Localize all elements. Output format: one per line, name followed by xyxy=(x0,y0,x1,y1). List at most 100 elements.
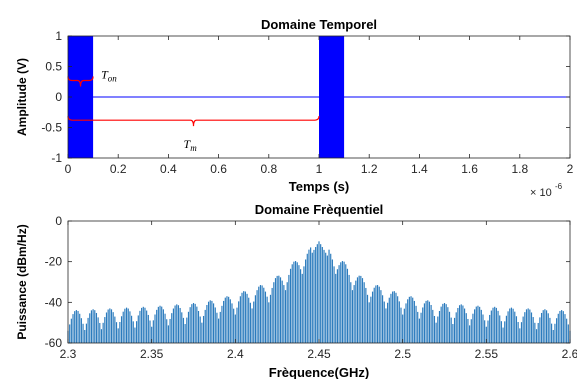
spectrum-line xyxy=(264,291,267,343)
time-y-tick-label: -1 xyxy=(51,151,62,165)
spectrum-line xyxy=(415,305,417,343)
annotation-label: Ton xyxy=(101,68,117,84)
time-domain-xlabel: Temps (s) xyxy=(289,179,349,194)
spectrum-line xyxy=(274,278,277,343)
spectrum-line xyxy=(450,317,452,343)
spectrum-line xyxy=(100,329,103,343)
spectrum-line xyxy=(310,247,312,343)
spectrum-line xyxy=(146,310,148,343)
spectrum-line xyxy=(350,282,352,343)
spectrum-line xyxy=(166,319,168,343)
spectrum-line xyxy=(164,313,166,343)
spectrum-line xyxy=(407,299,409,343)
spectrum-line xyxy=(375,285,377,343)
spectrum-line xyxy=(276,275,278,343)
spectrum-line xyxy=(453,317,456,343)
freq-y-tick-label: 0 xyxy=(55,214,62,228)
spectrum-line xyxy=(311,252,313,343)
time-y-tick-label: 0.5 xyxy=(45,60,62,74)
spectrum-line xyxy=(174,305,176,343)
spectrum-line xyxy=(184,324,186,343)
spectrum-line xyxy=(442,303,444,343)
spectrum-line xyxy=(286,282,288,343)
spectrum-line xyxy=(117,328,119,343)
spectrum-line xyxy=(479,306,481,343)
spectrum-line xyxy=(353,285,355,343)
spectrum-line xyxy=(400,307,402,343)
spectrum-line xyxy=(89,313,91,343)
spectrum-line xyxy=(263,287,265,343)
spectrum-line xyxy=(305,259,307,343)
spectrum-line xyxy=(475,306,477,343)
spectrum-line xyxy=(125,307,128,343)
spectrum-line xyxy=(206,304,208,343)
spectrum-line xyxy=(341,261,344,343)
freq-x-tick-label: 2.3 xyxy=(60,347,77,361)
spectrum-line xyxy=(105,312,108,343)
spectrum-line xyxy=(84,329,86,343)
spectrum-line xyxy=(204,309,206,343)
spectrum-line xyxy=(241,292,243,343)
spectrum-line xyxy=(529,309,531,343)
spectrum-line xyxy=(522,316,524,343)
spectrum-line xyxy=(383,301,385,343)
spectrum-line xyxy=(345,264,347,343)
spectrum-line xyxy=(385,308,387,343)
spectrum-line xyxy=(256,290,258,343)
spectrum-line xyxy=(413,300,415,343)
spectrum-line xyxy=(547,313,549,343)
spectrum-line xyxy=(186,317,188,343)
spectrum-line xyxy=(191,304,193,343)
spectrum-line xyxy=(169,318,171,343)
spectrum-line xyxy=(388,297,390,343)
spectrum-line xyxy=(171,313,173,343)
spectrum-line xyxy=(284,290,287,343)
spectrum-line xyxy=(120,316,123,343)
spectrum-line xyxy=(425,300,427,343)
spectrum-line xyxy=(472,313,474,343)
spectrum-line xyxy=(492,307,494,343)
spectrum-line xyxy=(72,314,74,343)
spectrum-line xyxy=(463,308,466,343)
spectrum-line xyxy=(351,290,354,343)
time-y-tick-label: -0.5 xyxy=(41,121,62,135)
spectrum-line xyxy=(159,305,161,343)
spectrum-line xyxy=(402,314,404,343)
spectrum-line xyxy=(271,287,273,343)
spectrum-line xyxy=(380,290,382,343)
spectrum-line xyxy=(482,314,484,343)
freq-x-tick-label: 2.35 xyxy=(140,347,164,361)
spectrum-line xyxy=(288,274,290,343)
frequency-domain-ylabel: Puissance (dBm/Hz) xyxy=(15,224,29,339)
spectrum-line xyxy=(355,280,357,343)
spectrum-line xyxy=(254,295,256,343)
spectrum-line xyxy=(387,302,389,343)
spectrum-line xyxy=(253,301,255,343)
freq-x-tick-label: 2.5 xyxy=(394,347,411,361)
spectrum-line xyxy=(122,311,124,343)
time-x-tick-label: 0.4 xyxy=(160,162,177,176)
spectrum-line xyxy=(131,315,133,343)
spectrum-line xyxy=(361,278,364,343)
spectrum-line xyxy=(438,310,441,343)
freq-x-tick-label: 2.4 xyxy=(227,347,244,361)
time-x-tick-label: 2 xyxy=(567,162,574,176)
time-y-tick-label: 0 xyxy=(55,90,62,104)
spectrum-line xyxy=(69,324,71,343)
spectrum-line xyxy=(366,294,369,343)
spectrum-line xyxy=(258,286,260,343)
spectrum-line xyxy=(289,268,292,343)
spectrum-line xyxy=(537,322,539,343)
spectrum-line xyxy=(300,269,302,343)
spectrum-line xyxy=(517,321,519,343)
spectrum-line xyxy=(321,247,323,343)
spectrum-line xyxy=(99,322,101,343)
time-domain-title: Domaine Temporel xyxy=(261,17,377,32)
spectrum-line xyxy=(214,307,216,343)
spectrum-line xyxy=(556,318,558,343)
spectrum-line xyxy=(161,306,163,343)
spectrum-line xyxy=(236,307,238,343)
spectrum-line xyxy=(114,316,116,343)
spectrum-line xyxy=(132,321,134,343)
spectrum-line xyxy=(82,323,84,343)
